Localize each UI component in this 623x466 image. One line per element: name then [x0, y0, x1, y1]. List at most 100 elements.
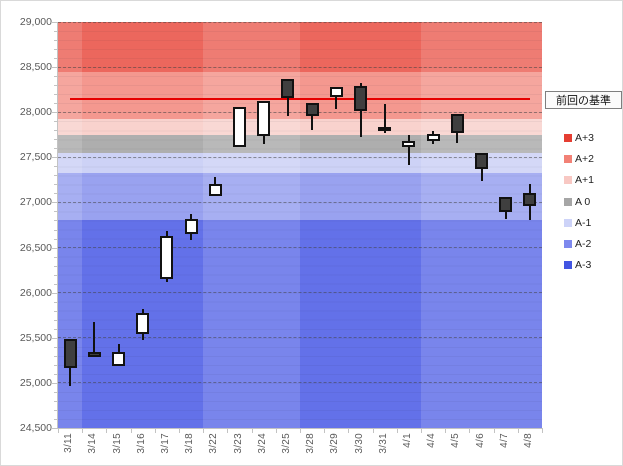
x-tick [517, 429, 519, 433]
x-tick-label-4/8: 4/8 [522, 433, 534, 448]
legend-label: A 0 [575, 195, 591, 208]
baseline-label-box: 前回の基準 [545, 91, 622, 109]
y-tick [54, 283, 58, 285]
y-tick [54, 193, 58, 195]
candle-body-3/31 [378, 126, 392, 131]
y-tick [51, 157, 58, 159]
candle-body-4/6 [475, 152, 488, 170]
legend-label: A+2 [575, 153, 594, 166]
x-tick [396, 429, 398, 433]
x-tick [179, 429, 180, 433]
candle-body-3/16 [136, 313, 150, 335]
x-tick-label-3/24: 3/24 [256, 433, 268, 454]
x-tick [154, 429, 156, 433]
x-tick [542, 429, 543, 433]
legend-swatch-icon [564, 176, 572, 185]
legend-item-A-2: A-2 [564, 236, 591, 252]
y-tick-label-25000: 25,000 [19, 376, 52, 389]
x-tick-label-3/11: 3/11 [63, 433, 75, 453]
legend-item-A+3: A+3 [564, 130, 594, 146]
band-A0 [58, 134, 542, 153]
candle-body-4/7 [499, 197, 513, 213]
candle-body-3/23 [233, 106, 246, 148]
y-tick [54, 40, 58, 42]
legend-swatch-icon [564, 240, 572, 248]
y-tick [51, 382, 58, 384]
y-tick [54, 355, 58, 357]
y-tick [54, 76, 58, 78]
candle-body-4/5 [450, 114, 464, 133]
x-tick-label-4/7: 4/7 [498, 433, 510, 448]
gridline-25000 [58, 382, 542, 384]
x-tick-label-3/17: 3/17 [159, 433, 171, 454]
candle-body-3/28 [305, 103, 319, 116]
x-tick [82, 429, 84, 433]
candle-body-3/30 [354, 86, 367, 112]
x-tick-label-4/4: 4/4 [426, 433, 438, 448]
y-tick [51, 112, 58, 114]
x-tick-label-3/22: 3/22 [208, 433, 220, 454]
x-tick [469, 429, 471, 433]
x-tick-label-3/30: 3/30 [353, 433, 365, 454]
x-tick [58, 429, 59, 433]
candle-body-3/29 [329, 86, 343, 97]
y-tick [54, 58, 58, 60]
x-tick-label-3/14: 3/14 [87, 433, 99, 454]
y-tick [54, 49, 58, 51]
y-tick [51, 22, 58, 23]
y-tick [51, 428, 58, 429]
y-tick-label-28500: 28,500 [19, 61, 52, 74]
y-tick [54, 103, 58, 105]
gridline-29000 [58, 22, 542, 23]
y-tick [54, 310, 58, 312]
legend-swatch-icon [564, 261, 572, 270]
x-tick [203, 429, 205, 433]
x-tick-label-4/6: 4/6 [474, 433, 486, 448]
y-tick [54, 346, 58, 348]
x-tick-label-3/18: 3/18 [184, 433, 196, 454]
y-tick [54, 139, 58, 141]
x-tick-label-3/31: 3/31 [377, 433, 389, 454]
candle-wick-3/31 [383, 104, 386, 133]
legend-swatch-icon [564, 134, 572, 142]
y-tick-label-28000: 28,000 [19, 106, 52, 119]
band-A-2 [58, 172, 542, 221]
x-tick [445, 429, 447, 433]
y-tick [54, 301, 58, 303]
y-tick [54, 220, 58, 222]
x-tick [106, 429, 108, 433]
gridline-26500 [58, 247, 542, 249]
candle-body-3/15 [112, 352, 125, 366]
legend-item-A+1: A+1 [564, 172, 594, 188]
y-tick [54, 373, 58, 375]
y-tick [54, 121, 58, 123]
x-tick-label-3/15: 3/15 [111, 433, 123, 454]
candle-body-3/25 [281, 78, 295, 98]
gridline-25500 [58, 337, 542, 339]
candle-body-3/18 [184, 218, 198, 234]
candle-body-3/22 [208, 184, 222, 197]
y-tick-label-26000: 26,000 [19, 286, 52, 299]
candle-wick-3/29 [335, 86, 338, 109]
legend-label: A+3 [575, 132, 594, 144]
y-tick [54, 184, 58, 186]
x-axis-line [51, 428, 543, 429]
x-tick [372, 429, 374, 433]
candle-wick-3/14 [93, 322, 96, 357]
candle-body-3/14 [87, 352, 101, 357]
y-tick [51, 292, 58, 294]
x-tick [348, 429, 350, 433]
y-tick [54, 418, 58, 420]
x-tick [275, 429, 277, 433]
week-stripe [421, 22, 542, 428]
y-tick [51, 67, 58, 69]
candle-wick-3/28 [311, 103, 314, 131]
y-tick [54, 166, 58, 168]
y-tick [54, 391, 58, 393]
y-tick-label-29000: 29,000 [19, 16, 52, 28]
band-A+3 [58, 22, 542, 72]
baseline-label: 前回の基準 [556, 95, 611, 107]
gridline-27500 [58, 156, 542, 158]
candle-body-4/1 [402, 141, 416, 148]
